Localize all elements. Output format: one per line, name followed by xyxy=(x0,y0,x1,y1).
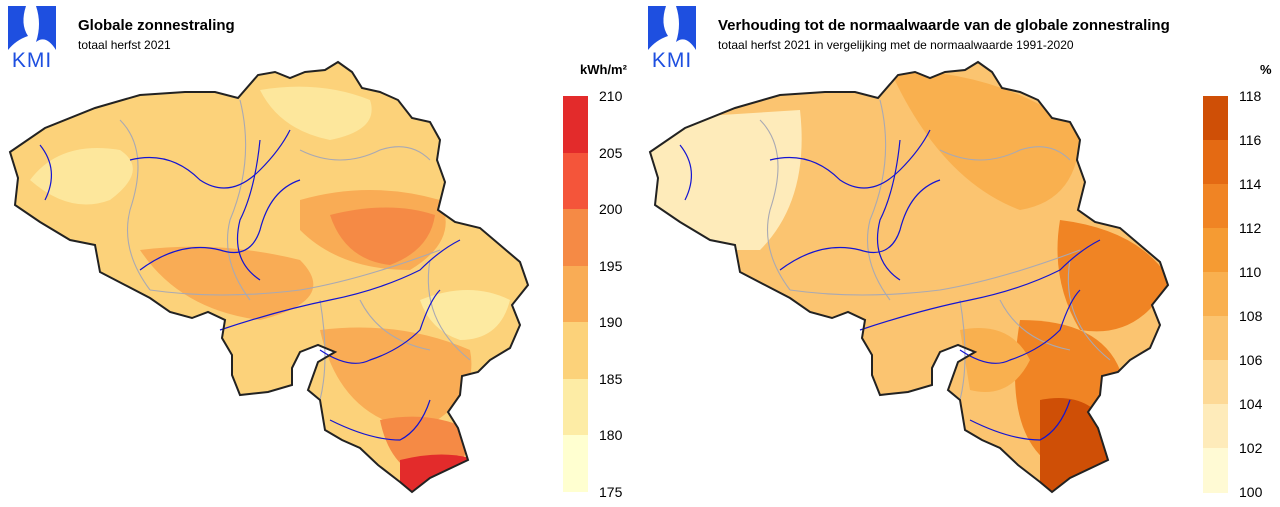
legend-tick-label: 200 xyxy=(599,201,623,218)
zone-max xyxy=(1040,398,1110,492)
legend-swatch xyxy=(1203,96,1228,141)
logo-text: KMI xyxy=(651,49,693,72)
province-borders xyxy=(119,99,471,401)
radiation-panel: KMI Globale zonnestraling totaal herfst … xyxy=(6,6,627,500)
legend-swatch xyxy=(563,322,588,380)
map-subtitle: totaal herfst 2021 xyxy=(78,38,171,52)
legend-unit: % xyxy=(1260,62,1272,77)
zone-mid xyxy=(890,70,1080,210)
legend-tick-label: 180 xyxy=(599,427,623,444)
legend-swatch xyxy=(563,265,588,323)
legend-swatch xyxy=(1203,228,1228,273)
legend-swatch xyxy=(1203,316,1228,361)
zone-mid xyxy=(320,327,472,430)
zone-low xyxy=(30,148,133,205)
zone-mid xyxy=(960,328,1030,392)
ratio-panel: KMI Verhouding tot de normaalwaarde van … xyxy=(640,0,1280,507)
legend-tick-label: 100 xyxy=(1239,484,1263,500)
legend-tick-label: 102 xyxy=(1239,440,1263,456)
legend-tick-label: 195 xyxy=(599,257,623,274)
legend-swatch xyxy=(1203,184,1228,229)
legend-swatch xyxy=(563,152,588,210)
rivers xyxy=(39,129,461,441)
legend-tick-label: 106 xyxy=(1239,352,1263,368)
zone-mid xyxy=(140,246,314,320)
kmi-logo-icon xyxy=(648,6,696,50)
legend-swatch xyxy=(563,435,588,493)
legend-tick-label: 175 xyxy=(599,484,623,500)
legend-swatch xyxy=(1203,448,1228,493)
kmi-logo: KMI xyxy=(6,6,58,72)
legend-swatch xyxy=(1203,140,1228,185)
legend-tick-label: 104 xyxy=(1239,396,1263,412)
legend-swatch xyxy=(1203,272,1228,317)
zone-low xyxy=(420,290,510,340)
rivers xyxy=(679,129,1101,441)
legend-swatch xyxy=(1203,360,1228,405)
legend-tick-label: 205 xyxy=(599,144,623,161)
legend-tick-label: 210 xyxy=(599,88,623,104)
belgium-map-radiation xyxy=(9,61,529,493)
legend-swatch xyxy=(563,378,588,436)
legend-swatch xyxy=(1203,404,1228,449)
kmi-logo: KMI xyxy=(646,6,698,72)
zone-low xyxy=(260,86,372,140)
legend-tick-label: 118 xyxy=(1239,88,1262,104)
map-title: Globale zonnestraling xyxy=(78,17,235,34)
legend-unit: kWh/m² xyxy=(580,62,627,77)
province-borders xyxy=(759,99,1111,401)
map-subtitle: totaal herfst 2021 in vergelijking met d… xyxy=(718,38,1074,52)
legend-tick-label: 185 xyxy=(599,370,623,387)
belgium-map-ratio xyxy=(649,61,1169,493)
zone-high xyxy=(330,207,435,265)
legend-tick-label: 112 xyxy=(1239,220,1262,236)
legend-tick-label: 110 xyxy=(1239,264,1262,280)
map-title: Verhouding tot de normaalwaarde van de g… xyxy=(718,17,1170,34)
kmi-logo-icon xyxy=(8,6,56,50)
legend-swatch xyxy=(563,96,588,154)
legend-tick-label: 108 xyxy=(1239,308,1263,324)
legend-tick-label: 116 xyxy=(1239,132,1262,148)
legend-swatch xyxy=(563,209,588,267)
logo-text: KMI xyxy=(11,49,53,72)
legend-tick-label: 190 xyxy=(599,314,623,331)
legend-tick-label: 114 xyxy=(1239,176,1262,192)
